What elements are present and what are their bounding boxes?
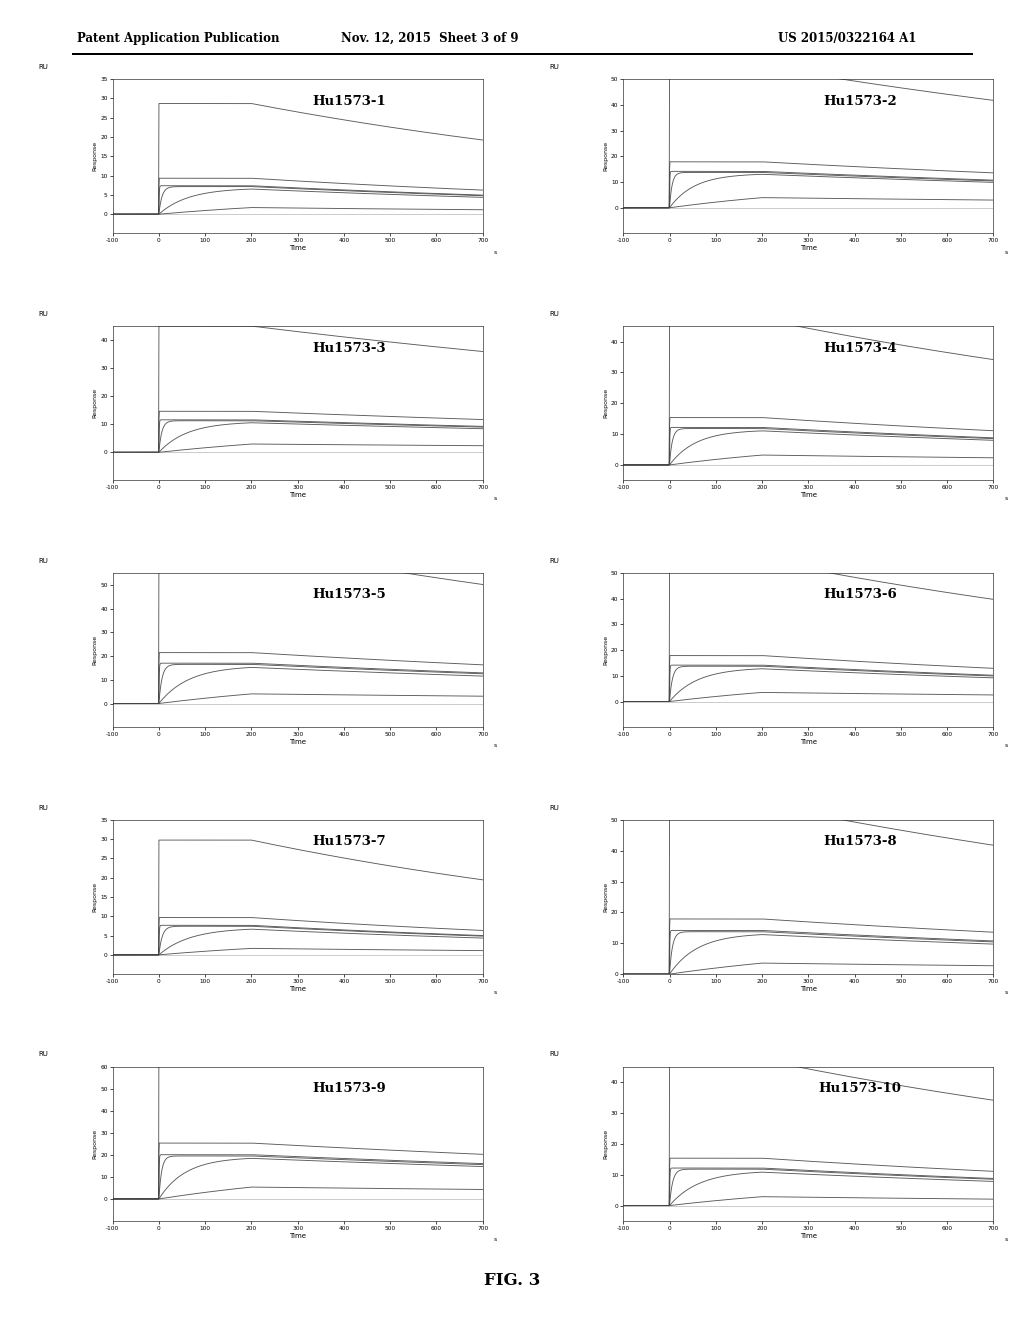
- Text: Hu1573-2: Hu1573-2: [823, 95, 897, 108]
- Text: Hu1573-4: Hu1573-4: [823, 342, 897, 355]
- Text: RU: RU: [549, 310, 559, 317]
- Text: Hu1573-5: Hu1573-5: [312, 589, 386, 602]
- X-axis label: Time: Time: [800, 1233, 817, 1239]
- Text: s: s: [494, 249, 497, 255]
- X-axis label: Time: Time: [800, 986, 817, 993]
- Text: RU: RU: [39, 557, 48, 564]
- Text: s: s: [1005, 1237, 1008, 1242]
- Y-axis label: Response: Response: [92, 1129, 97, 1159]
- Y-axis label: Response: Response: [92, 388, 97, 418]
- X-axis label: Time: Time: [800, 246, 817, 251]
- X-axis label: Time: Time: [800, 492, 817, 499]
- Text: Hu1573-10: Hu1573-10: [818, 1082, 901, 1096]
- Text: Hu1573-6: Hu1573-6: [823, 589, 897, 602]
- Y-axis label: Response: Response: [603, 388, 608, 418]
- X-axis label: Time: Time: [289, 739, 306, 746]
- Text: s: s: [494, 990, 497, 995]
- Text: RU: RU: [39, 63, 48, 70]
- Text: s: s: [1005, 990, 1008, 995]
- X-axis label: Time: Time: [289, 986, 306, 993]
- Text: Patent Application Publication: Patent Application Publication: [77, 32, 280, 45]
- X-axis label: Time: Time: [289, 246, 306, 251]
- Text: s: s: [1005, 249, 1008, 255]
- Text: Hu1573-9: Hu1573-9: [312, 1082, 386, 1096]
- Text: s: s: [494, 743, 497, 748]
- Text: RU: RU: [549, 557, 559, 564]
- X-axis label: Time: Time: [800, 739, 817, 746]
- X-axis label: Time: Time: [289, 492, 306, 499]
- Text: Hu1573-3: Hu1573-3: [312, 342, 386, 355]
- Y-axis label: Response: Response: [92, 882, 97, 912]
- Text: RU: RU: [39, 1052, 48, 1057]
- Y-axis label: Response: Response: [603, 882, 608, 912]
- Text: s: s: [494, 1237, 497, 1242]
- Y-axis label: Response: Response: [92, 635, 97, 665]
- Text: FIG. 3: FIG. 3: [483, 1272, 541, 1288]
- Y-axis label: Response: Response: [603, 141, 608, 172]
- Y-axis label: Response: Response: [603, 635, 608, 665]
- Text: Hu1573-7: Hu1573-7: [312, 836, 386, 849]
- Text: RU: RU: [549, 805, 559, 810]
- Text: US 2015/0322164 A1: US 2015/0322164 A1: [778, 32, 916, 45]
- Text: RU: RU: [39, 805, 48, 810]
- Text: Hu1573-8: Hu1573-8: [823, 836, 897, 849]
- Text: s: s: [494, 496, 497, 502]
- Text: Nov. 12, 2015  Sheet 3 of 9: Nov. 12, 2015 Sheet 3 of 9: [341, 32, 519, 45]
- Text: RU: RU: [549, 63, 559, 70]
- X-axis label: Time: Time: [289, 1233, 306, 1239]
- Text: Hu1573-1: Hu1573-1: [312, 95, 386, 108]
- Text: s: s: [1005, 496, 1008, 502]
- Text: RU: RU: [549, 1052, 559, 1057]
- Y-axis label: Response: Response: [603, 1129, 608, 1159]
- Text: RU: RU: [39, 310, 48, 317]
- Text: s: s: [1005, 743, 1008, 748]
- Y-axis label: Response: Response: [92, 141, 97, 172]
